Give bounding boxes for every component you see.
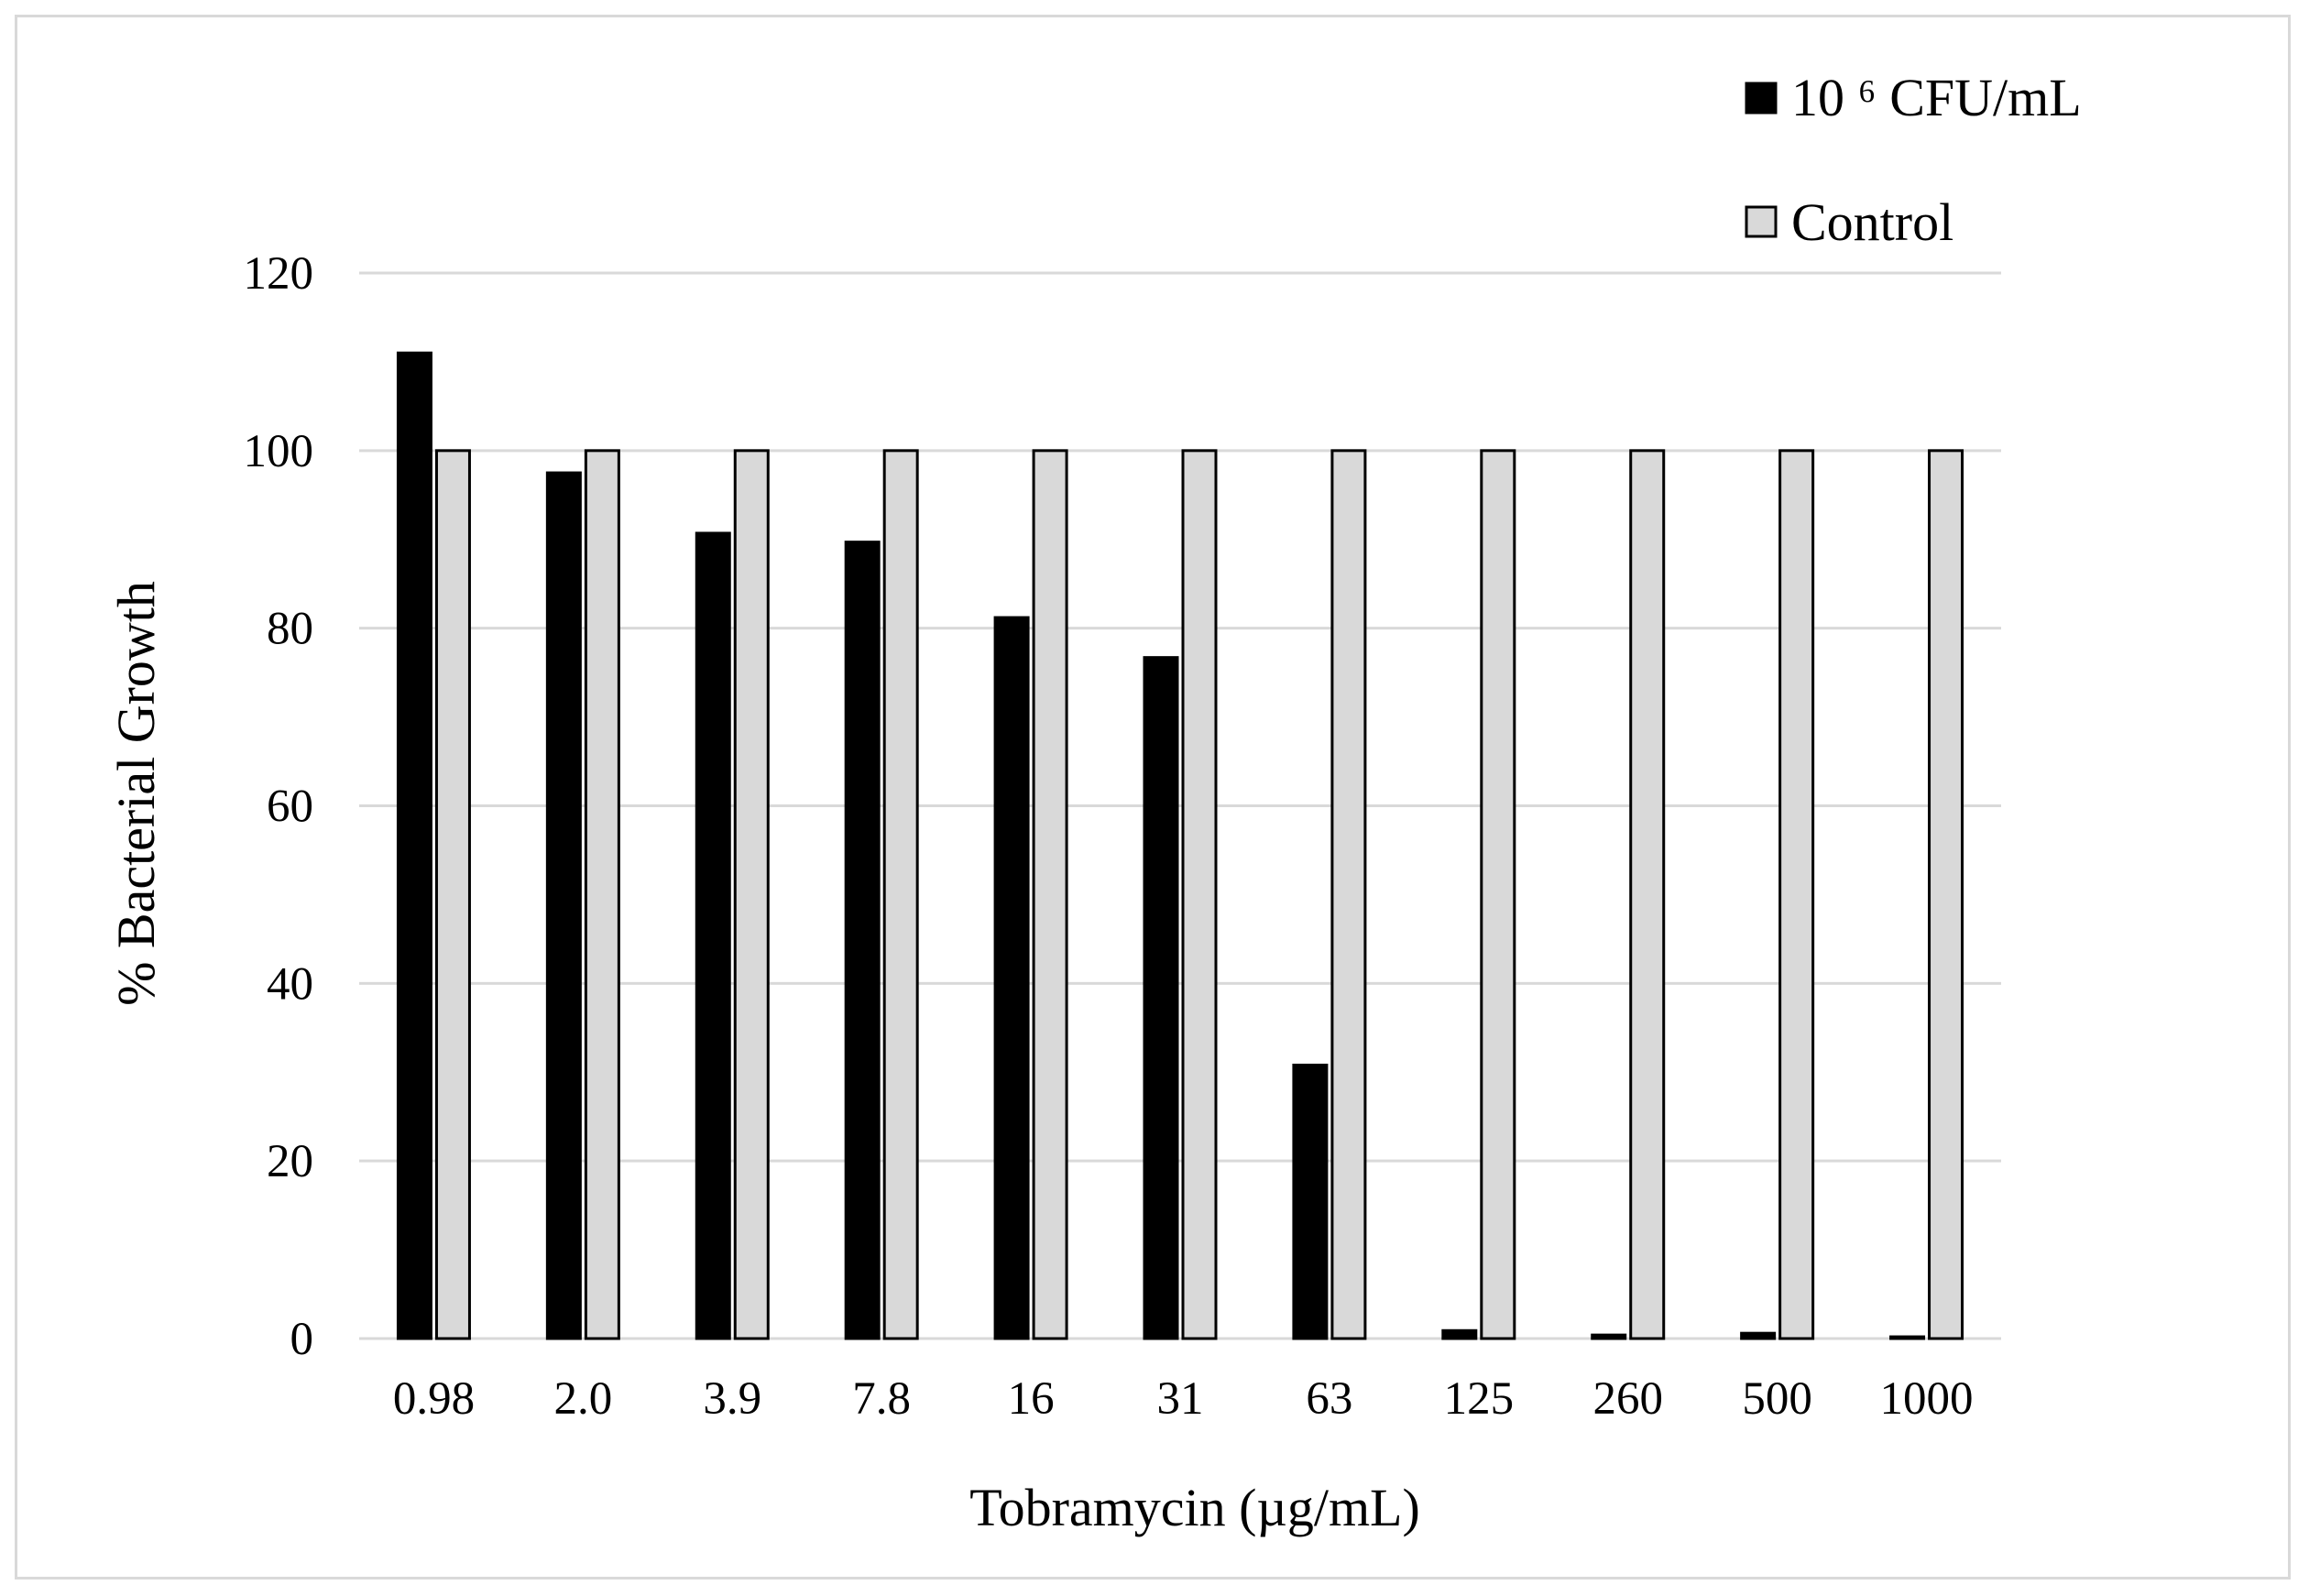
bar-control: [1778, 449, 1815, 1340]
bar-series-1: [545, 471, 582, 1340]
x-tick-label: 16: [1008, 1373, 1055, 1425]
x-tick-label: 2.0: [553, 1373, 612, 1425]
legend-swatch-series-1: [1745, 82, 1778, 115]
x-tick-label: 1000: [1880, 1373, 1974, 1425]
y-axis-title: % Bacterial Growth: [106, 581, 166, 1006]
bar-control: [1928, 449, 1964, 1340]
x-tick-label: 63: [1306, 1373, 1352, 1425]
x-tick-label: 31: [1157, 1373, 1204, 1425]
bar-series-1: [1889, 1335, 1926, 1340]
bars: [396, 351, 1964, 1340]
y-tick-label: 40: [267, 958, 313, 1010]
legend-swatch-control: [1745, 205, 1778, 238]
y-tick-label: 20: [267, 1136, 313, 1187]
gridlines: [359, 271, 2001, 1340]
bar-control: [584, 449, 620, 1340]
x-axis-ticks: 0.98 2.0 3.9 7.8 16 31 63 125 260 500 1000: [393, 1373, 1974, 1425]
y-tick-label: 60: [267, 782, 313, 833]
y-tick-label: 80: [267, 604, 313, 655]
x-tick-label: 0.98: [393, 1373, 475, 1425]
y-tick-label: 0: [290, 1314, 314, 1365]
bar-series-1: [396, 351, 432, 1340]
x-axis-title: Tobramycin (µg/mL): [969, 1478, 1420, 1537]
bar-control: [882, 449, 919, 1340]
x-tick-label: 500: [1742, 1373, 1812, 1425]
bar-control: [434, 449, 471, 1340]
y-axis-ticks: 0 20 40 60 80 100 120: [244, 248, 314, 1365]
bar-series-1: [1441, 1328, 1478, 1340]
x-tick-label: 125: [1444, 1373, 1515, 1425]
bar-series-1: [1591, 1333, 1627, 1340]
bar-series-1: [844, 541, 881, 1340]
bar-series-1: [1143, 656, 1179, 1340]
bar-series-1: [1740, 1331, 1777, 1340]
legend: 10 ⁶ CFU/mL Control: [1745, 68, 2082, 252]
x-tick-label: 3.9: [703, 1373, 761, 1425]
bar-control: [1629, 449, 1666, 1340]
y-tick-label: 100: [244, 426, 314, 477]
x-tick-label: 7.8: [852, 1373, 911, 1425]
bar-control: [1330, 449, 1367, 1340]
legend-label-series-1: 10 ⁶ CFU/mL: [1791, 68, 2082, 127]
bar-series-1: [993, 616, 1030, 1340]
bar-series-1: [695, 531, 731, 1340]
legend-label-control: Control: [1791, 192, 1953, 252]
x-tick-label: 260: [1592, 1373, 1663, 1425]
bar-control: [1181, 449, 1218, 1340]
bar-series-1: [1292, 1063, 1329, 1340]
bar-control: [733, 449, 770, 1340]
bar-control: [1032, 449, 1068, 1340]
bar-control: [1480, 449, 1516, 1340]
y-tick-label: 120: [244, 248, 314, 300]
